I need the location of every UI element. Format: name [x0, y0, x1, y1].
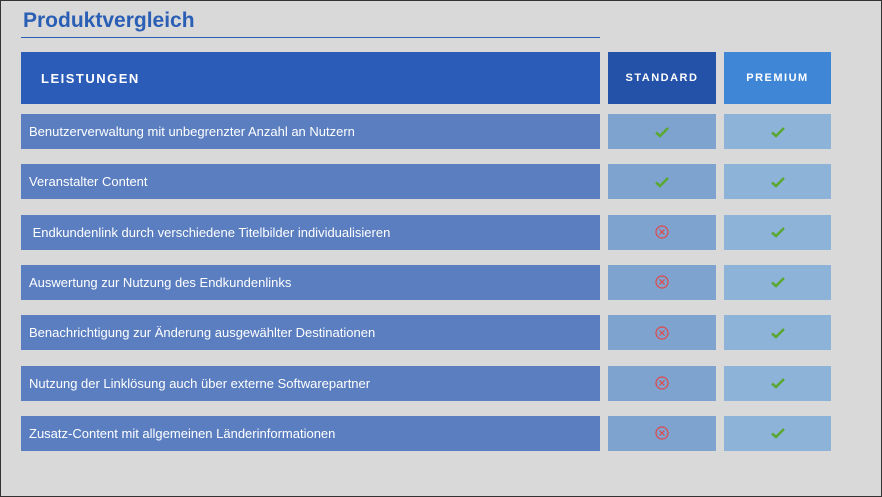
feature-cell: Benachrichtigung zur Änderung ausgewählt… — [21, 315, 600, 351]
premium-cell — [724, 315, 831, 351]
standard-cell — [608, 264, 716, 300]
premium-cell — [724, 164, 831, 200]
check-icon — [655, 126, 669, 138]
column-header: STANDARD — [608, 52, 716, 104]
feature-cell: Benutzerverwaltung mit unbegrenzter Anza… — [21, 114, 600, 149]
standard-cell — [608, 214, 716, 250]
standard-cell — [608, 315, 716, 351]
premium-cell — [724, 415, 831, 451]
column-header: PREMIUM — [724, 52, 831, 104]
feature-cell: Veranstalter Content — [21, 164, 600, 200]
cross-icon — [655, 275, 669, 289]
check-icon — [770, 327, 785, 339]
feature-cell: Auswertung zur Nutzung des Endkundenlink… — [21, 264, 600, 300]
cross-icon — [655, 326, 669, 340]
premium-cell — [724, 114, 831, 149]
premium-cell — [724, 365, 831, 401]
cross-icon — [655, 225, 669, 239]
check-icon — [770, 126, 785, 138]
standard-cell — [608, 164, 716, 200]
cross-icon — [655, 376, 669, 390]
check-icon — [770, 227, 785, 238]
check-icon — [770, 277, 785, 289]
premium-cell — [724, 214, 831, 250]
premium-cell — [724, 264, 831, 300]
feature-cell: Endkundenlink durch verschiedene Titelbi… — [21, 214, 600, 250]
title-underline — [21, 37, 600, 38]
column-header: LEISTUNGEN — [21, 52, 600, 104]
check-icon — [770, 428, 785, 440]
standard-cell — [608, 114, 716, 149]
check-icon — [770, 378, 785, 389]
feature-cell: Nutzung der Linklösung auch über externe… — [21, 365, 600, 401]
check-icon — [655, 176, 669, 188]
check-icon — [770, 176, 785, 188]
cross-icon — [655, 426, 669, 440]
standard-cell — [608, 365, 716, 401]
page-title: Produktvergleich — [23, 9, 195, 32]
standard-cell — [608, 415, 716, 451]
feature-cell: Zusatz-Content mit allgemeinen Länderinf… — [21, 415, 600, 451]
